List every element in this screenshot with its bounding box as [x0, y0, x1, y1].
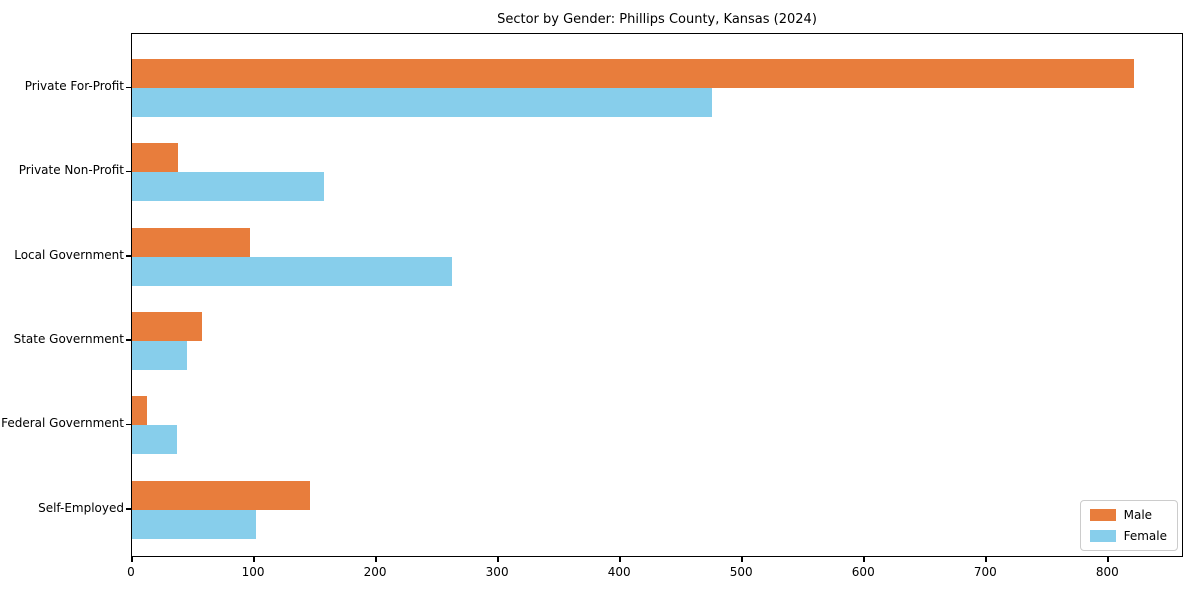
y-axis-label-federal-government: Federal Government [1, 416, 124, 431]
x-tick-mark [985, 557, 987, 562]
legend-swatch-male [1089, 509, 1116, 521]
x-tick-mark [741, 557, 743, 562]
bar-female-private-for-profit [132, 88, 712, 117]
y-axis-label-state-government: State Government [13, 331, 124, 346]
x-tick-mark [1107, 557, 1109, 562]
bar-male-federal-government [132, 396, 147, 426]
x-tick-mark [131, 557, 133, 562]
bar-female-private-non-profit [132, 172, 324, 202]
y-axis-label-local-government: Local Government [14, 247, 124, 262]
legend-swatch-female [1089, 530, 1116, 542]
x-tick-label: 200 [363, 565, 387, 579]
chart-title: Sector by Gender: Phillips County, Kansa… [497, 12, 817, 27]
x-tick-label: 100 [241, 565, 265, 579]
bar-male-local-government [132, 227, 250, 257]
bar-male-state-government [132, 311, 202, 341]
plot-area: Male Female [131, 33, 1183, 557]
x-tick-mark [863, 557, 865, 562]
y-axis-label-private-non-profit: Private Non-Profit [18, 163, 124, 178]
x-tick-label: 400 [607, 565, 631, 579]
legend: Male Female [1079, 500, 1178, 551]
bar-male-self-employed [132, 480, 310, 510]
bar-female-self-employed [132, 509, 256, 539]
bar-male-private-non-profit [132, 143, 178, 173]
y-axis-label-private-for-profit: Private For-Profit [24, 79, 124, 93]
x-tick-mark [253, 557, 255, 562]
bar-female-federal-government [132, 425, 177, 455]
bar-female-local-government [132, 256, 452, 286]
x-tick-mark [497, 557, 499, 562]
legend-label-female: Female [1123, 529, 1167, 543]
x-tick-mark [375, 557, 377, 562]
x-tick-mark [619, 557, 621, 562]
x-tick-label: 500 [729, 565, 753, 579]
x-tick-label: 0 [127, 565, 135, 579]
bar-male-private-for-profit [132, 59, 1134, 88]
x-tick-label: 700 [973, 565, 997, 579]
x-tick-label: 600 [851, 565, 875, 579]
legend-label-male: Male [1123, 508, 1153, 522]
x-tick-label: 800 [1095, 565, 1119, 579]
y-axis-label-self-employed: Self-Employed [38, 500, 124, 515]
legend-entry-female: Female [1089, 529, 1167, 543]
bar-female-state-government [132, 340, 187, 370]
legend-entry-male: Male [1089, 508, 1167, 522]
x-tick-label: 300 [485, 565, 509, 579]
